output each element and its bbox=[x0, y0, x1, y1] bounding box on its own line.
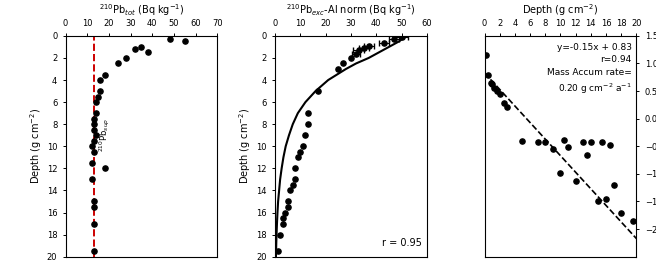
Point bbox=[586, 140, 596, 144]
Point bbox=[313, 89, 323, 93]
Point bbox=[302, 111, 313, 115]
Point bbox=[89, 249, 99, 253]
Point bbox=[293, 155, 303, 160]
Point bbox=[608, 183, 619, 187]
Text: $^{210}$Pb$_{sup}$: $^{210}$Pb$_{sup}$ bbox=[97, 118, 112, 152]
Point bbox=[627, 219, 638, 223]
Point bbox=[379, 40, 389, 45]
Point bbox=[555, 171, 565, 175]
Point bbox=[91, 111, 101, 115]
Point bbox=[495, 92, 505, 96]
Point bbox=[89, 205, 99, 209]
Point bbox=[363, 44, 374, 48]
Point bbox=[280, 210, 291, 215]
Point bbox=[95, 89, 106, 93]
Point bbox=[89, 139, 99, 143]
Point bbox=[290, 177, 300, 182]
Point bbox=[338, 61, 348, 66]
Point bbox=[559, 137, 569, 142]
Point bbox=[346, 56, 356, 60]
Point bbox=[302, 122, 313, 126]
Point bbox=[597, 140, 607, 144]
Point bbox=[180, 39, 190, 44]
Point bbox=[489, 86, 500, 91]
Point bbox=[570, 178, 581, 183]
Point bbox=[483, 72, 493, 77]
Point bbox=[112, 61, 123, 66]
Point bbox=[277, 216, 288, 220]
Point bbox=[283, 199, 293, 204]
Point bbox=[485, 81, 496, 85]
Point bbox=[548, 147, 558, 151]
Point bbox=[601, 197, 611, 201]
Point bbox=[99, 166, 110, 171]
Point bbox=[87, 144, 97, 148]
Point bbox=[287, 183, 298, 187]
Point bbox=[396, 35, 407, 39]
Point bbox=[93, 94, 104, 99]
Point bbox=[295, 150, 306, 154]
Point bbox=[95, 78, 106, 82]
Text: y=-0.15x + 0.83
r=0.94
Mass Accum rate=
0.20 g cm$^{-2}$ a$^{-1}$: y=-0.15x + 0.83 r=0.94 Mass Accum rate= … bbox=[547, 43, 632, 96]
Point bbox=[593, 199, 604, 204]
Point bbox=[285, 188, 295, 193]
Point bbox=[89, 221, 99, 226]
Point bbox=[87, 161, 97, 165]
Point bbox=[89, 150, 99, 154]
Point bbox=[616, 210, 626, 215]
Point bbox=[99, 72, 110, 77]
Point bbox=[283, 205, 293, 209]
Point bbox=[578, 140, 588, 144]
Point bbox=[605, 143, 615, 147]
Y-axis label: Depth (g cm$^{-2}$): Depth (g cm$^{-2}$) bbox=[28, 108, 44, 184]
Point bbox=[277, 221, 288, 226]
Point bbox=[333, 67, 344, 71]
X-axis label: $^{210}$Pb$_{tot}$ (Bq kg$^{-1}$): $^{210}$Pb$_{tot}$ (Bq kg$^{-1}$) bbox=[98, 2, 184, 18]
Point bbox=[502, 104, 512, 109]
X-axis label: $^{210}$Pb$_{exc}$-Al norm (Bq kg$^{-1}$): $^{210}$Pb$_{exc}$-Al norm (Bq kg$^{-1}$… bbox=[286, 2, 416, 18]
Point bbox=[487, 82, 497, 87]
Point bbox=[298, 144, 308, 148]
Point bbox=[89, 199, 99, 204]
Point bbox=[91, 133, 101, 137]
Point bbox=[300, 133, 311, 137]
Point bbox=[481, 53, 491, 57]
Point bbox=[130, 47, 140, 51]
Point bbox=[540, 140, 550, 144]
Point bbox=[351, 51, 361, 56]
Point bbox=[165, 37, 175, 41]
Point bbox=[87, 177, 97, 182]
Point bbox=[499, 101, 509, 105]
Text: r = 0.95: r = 0.95 bbox=[382, 238, 422, 248]
Point bbox=[354, 48, 364, 52]
Point bbox=[290, 166, 300, 171]
Point bbox=[563, 145, 573, 150]
Point bbox=[143, 50, 154, 55]
Point bbox=[89, 116, 99, 121]
X-axis label: Depth (g cm$^{-2}$): Depth (g cm$^{-2}$) bbox=[522, 2, 598, 18]
Point bbox=[275, 232, 285, 237]
Point bbox=[89, 122, 99, 126]
Point bbox=[517, 139, 527, 143]
Point bbox=[491, 89, 502, 93]
Point bbox=[533, 140, 543, 144]
Point bbox=[272, 249, 283, 253]
Point bbox=[121, 56, 132, 60]
Point bbox=[91, 100, 101, 104]
Y-axis label: Depth (g cm$^{-2}$): Depth (g cm$^{-2}$) bbox=[237, 108, 253, 184]
Point bbox=[358, 46, 369, 50]
Point bbox=[136, 45, 147, 49]
Point bbox=[89, 128, 99, 132]
Point bbox=[389, 37, 400, 41]
Point bbox=[582, 152, 592, 157]
